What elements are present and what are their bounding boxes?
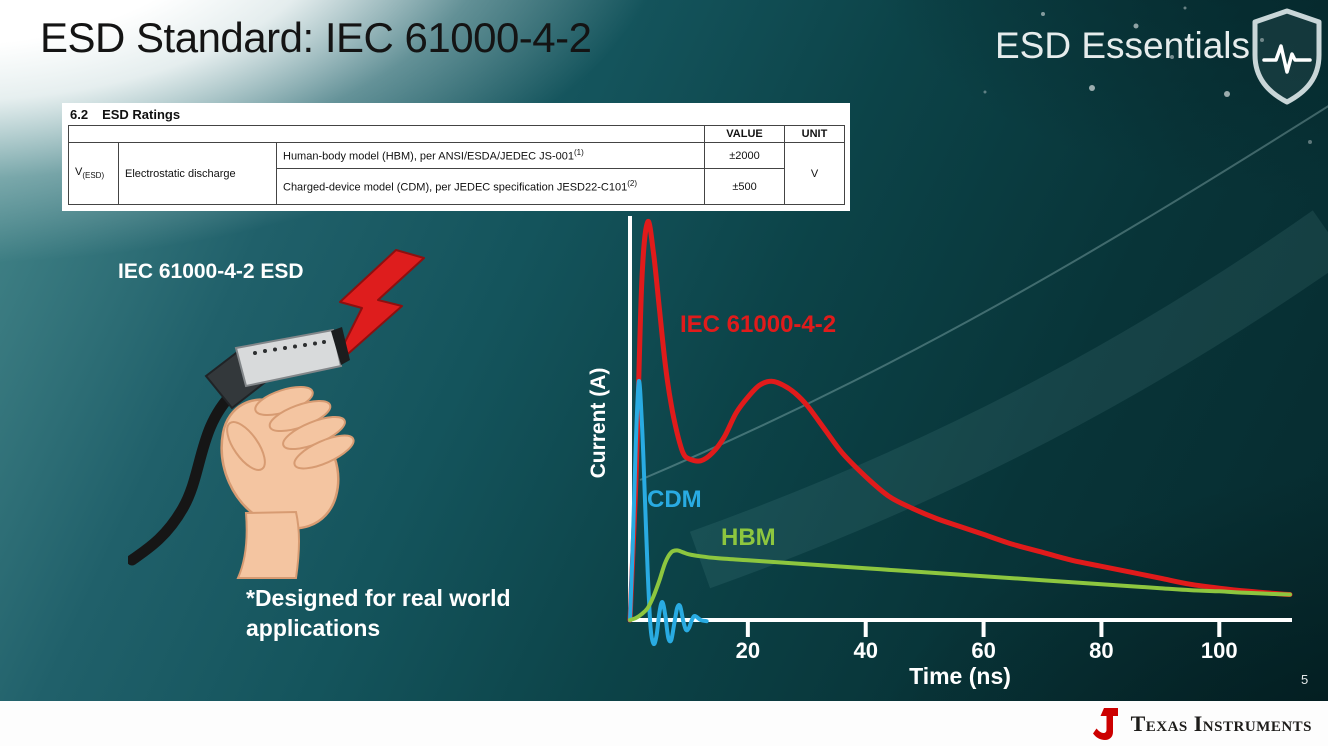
esd-waveform-chart-svg: 20 40 60 80 100 [627, 216, 1293, 663]
param-name-cell: Electrostatic discharge [118, 142, 277, 205]
fingers [254, 386, 355, 470]
x-tick-label: 80 [1089, 638, 1113, 663]
brand-title: ESD Essentials [995, 25, 1250, 66]
cdm-value-cell: ±500 [704, 168, 786, 205]
section-number: 6.2 [70, 107, 89, 122]
curve-label-iec: IEC 61000-4-2 [680, 311, 837, 338]
hand [220, 386, 355, 579]
unit-cell: V [784, 142, 846, 205]
note-line-2: applications [246, 615, 381, 642]
esd-ratings-table: 6.2 ESD Ratings VALUE UNIT V(ESD) Electro… [62, 103, 850, 211]
header-empty-cell [67, 125, 706, 143]
series-curve-iec-61000-4-2 [627, 218, 1293, 623]
x-tick-label: 40 [853, 638, 877, 663]
page-title: ESD Standard: IEC 61000-4-2 [40, 14, 592, 61]
x-tick-label: 100 [1201, 638, 1238, 663]
series-curve-hbm [628, 548, 1292, 622]
param-symbol-cell: V(ESD) [68, 142, 119, 205]
table-header-row: VALUE UNIT [67, 125, 846, 143]
cable [128, 387, 239, 566]
ti-logo: Texas Instruments [1092, 701, 1312, 746]
section-title: ESD Ratings [102, 107, 181, 122]
ti-logo-icon [1092, 707, 1118, 740]
x-tick-label: 20 [736, 638, 760, 663]
curve-label-hbm: HBM [721, 524, 776, 551]
series-curve-cdm [628, 379, 709, 647]
x-axis-label: Time (ns) [909, 663, 1011, 689]
hbm-description-cell: Human-body model (HBM), per ANSI/ESDA/JE… [275, 142, 706, 169]
wrist [236, 510, 300, 579]
hbm-value-cell: ±2000 [704, 142, 786, 169]
table-caption: 6.2 ESD Ratings [68, 106, 844, 125]
designed-note: *Designed for real world applications [246, 583, 511, 644]
hand-holding-hdmi-illustration [128, 327, 355, 579]
y-axis-label: Current (A) [587, 367, 610, 479]
header-unit: UNIT [784, 125, 846, 143]
footer-bar: Texas Instruments [0, 701, 1328, 746]
table-row: Charged-device model (CDM), per JEDEC sp… [69, 168, 845, 205]
thumb [226, 421, 266, 471]
iec-esd-label: IEC 61000-4-2 ESD [118, 260, 304, 283]
table-row: V(ESD) Electrostatic discharge Human-bod… [68, 142, 846, 205]
cdm-description-cell: Charged-device model (CDM), per JEDEC sp… [275, 168, 706, 205]
esd-waveform-chart: 20 40 60 80 100 Current (A) Time (ns) IEC 61… [585, 208, 1315, 713]
hdmi-connector [204, 327, 350, 410]
ti-logo-text: Texas Instruments [1130, 710, 1312, 736]
lightning-bolt-icon [331, 249, 425, 369]
shield-heartbeat-icon [1252, 8, 1322, 105]
note-line-1: *Designed for real world [246, 585, 511, 611]
x-tick-label: 60 [971, 638, 995, 663]
curve-label-cdm: CDM [647, 486, 702, 513]
header-value: VALUE [704, 125, 786, 143]
page-number: 5 [1301, 672, 1309, 687]
